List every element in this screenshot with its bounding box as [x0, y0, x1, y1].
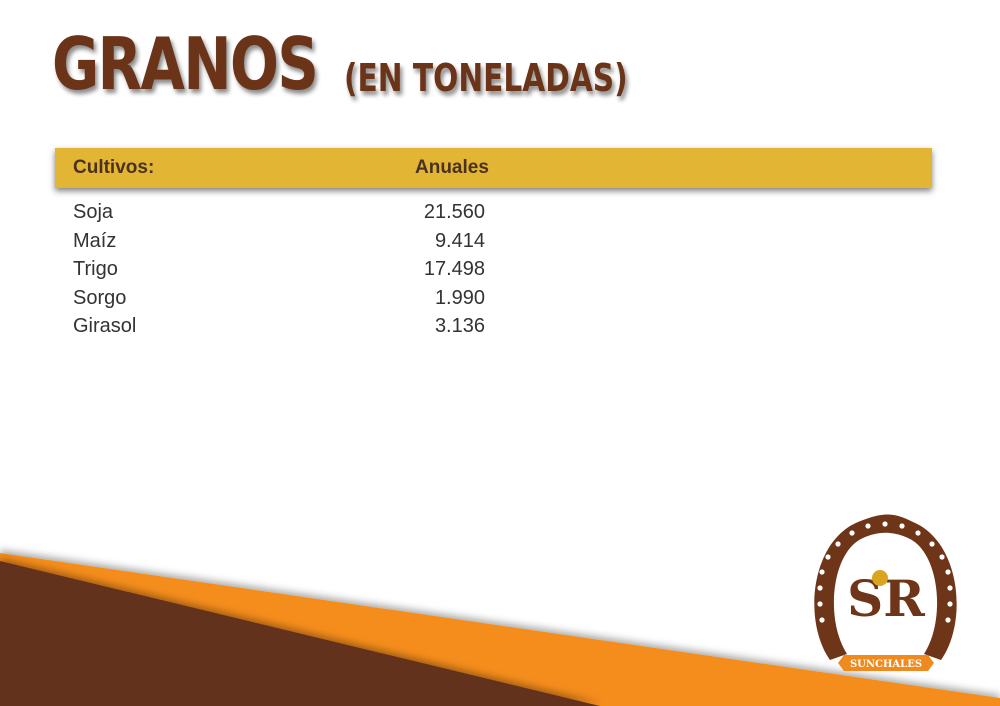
table-row: Trigo 17.498	[73, 258, 485, 287]
crop-name: Girasol	[73, 315, 137, 337]
brown-stripe	[0, 561, 600, 706]
table-header: Cultivos: Anuales	[55, 148, 932, 188]
title-sub: (EN TONELADAS)	[344, 56, 628, 100]
crop-value: 3.136	[434, 315, 485, 337]
crop-name: Maíz	[73, 229, 117, 252]
logo-text: SUNCHALES	[850, 659, 922, 670]
crop-name: Soja	[73, 201, 114, 223]
table-row: Soja 21.560	[73, 201, 485, 230]
crop-value: 1.990	[434, 286, 485, 309]
sunchales-logo: SR SUNCHALES	[814, 514, 957, 671]
header-crops: Cultivos:	[73, 157, 155, 178]
logo-banner	[838, 655, 934, 671]
title-main: GRANOS	[52, 22, 319, 106]
crop-value: 9.414	[434, 229, 485, 252]
crop-name: Trigo	[73, 258, 118, 280]
table-row: Maíz 9.414	[73, 230, 485, 259]
header-annual: Anuales	[415, 157, 489, 178]
crop-value: 21.560	[423, 201, 485, 223]
crop-name: Sorgo	[73, 286, 127, 309]
table-body: Soja 21.560 Maíz 9.414 Trigo 17.498 Sorgo 1.…	[73, 201, 485, 344]
horseshoe-icon	[814, 514, 957, 660]
table-row: Girasol 3.136	[73, 315, 485, 344]
table-row: Sorgo 1.990	[73, 287, 485, 316]
crop-value: 17.498	[423, 258, 485, 280]
page-title: GRANOS (EN TONELADAS)	[52, 22, 628, 106]
